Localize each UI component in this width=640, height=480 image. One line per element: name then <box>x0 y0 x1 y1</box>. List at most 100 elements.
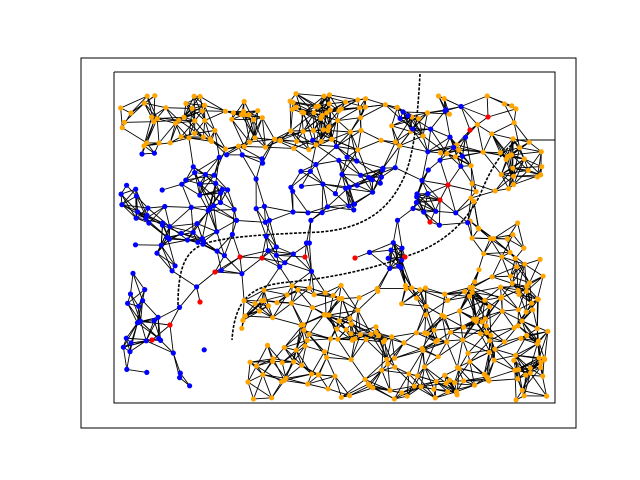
graph-edge <box>511 263 526 284</box>
orange-node <box>414 295 420 301</box>
blue-node <box>225 187 231 193</box>
blue-node <box>298 168 304 174</box>
red-node <box>352 255 358 261</box>
blue-node <box>219 186 225 192</box>
graph-edge <box>199 183 211 209</box>
orange-node <box>517 145 523 151</box>
graph-edge <box>517 264 526 291</box>
graph-edge <box>297 289 314 308</box>
orange-node <box>473 189 479 195</box>
graph-edge <box>501 296 519 310</box>
graph-edge <box>513 175 538 178</box>
blue-node <box>428 126 434 132</box>
orange-node <box>327 107 333 113</box>
graph-edge <box>511 154 529 171</box>
graph-edge <box>322 183 336 194</box>
blue-node <box>233 217 240 223</box>
graph-edge <box>391 107 398 126</box>
graph-edge <box>501 256 517 268</box>
graph-edge <box>356 160 384 169</box>
orange-node <box>457 308 463 314</box>
graph-edge <box>199 188 223 196</box>
orange-node <box>384 356 390 362</box>
graph-edge <box>381 341 384 371</box>
orange-node <box>149 114 155 120</box>
graph-edge <box>285 373 312 379</box>
graph-edge <box>350 339 367 360</box>
graph-edge <box>500 174 509 189</box>
graph-edge <box>393 373 410 400</box>
graph-edge <box>196 223 217 233</box>
graph-edge <box>219 145 239 158</box>
graph-edge <box>263 285 293 291</box>
graph-edge <box>463 326 487 333</box>
graph-edge <box>399 135 424 147</box>
orange-node <box>534 174 541 180</box>
graph-edge <box>422 112 428 136</box>
graph-edge <box>422 350 426 367</box>
orange-node <box>380 339 387 345</box>
graph-edge <box>444 316 464 328</box>
orange-node <box>374 286 380 292</box>
graph-edge <box>456 339 464 368</box>
graph-edge <box>494 175 514 192</box>
graph-edge <box>391 125 411 132</box>
orange-node <box>293 347 299 353</box>
graph-edge <box>201 210 209 239</box>
red-node <box>167 322 173 328</box>
graph-edge <box>515 343 538 356</box>
graph-edge <box>188 108 193 138</box>
orange-node <box>382 102 388 108</box>
blue-node <box>167 224 173 230</box>
graph-edge <box>421 179 449 186</box>
graph-edge <box>151 324 171 341</box>
orange-node <box>355 307 361 313</box>
graph-edge <box>338 160 361 176</box>
blue-node <box>396 263 402 269</box>
graph-edge <box>526 275 544 292</box>
graph-edge <box>175 122 190 139</box>
graph-edge <box>306 242 312 272</box>
blue-node <box>333 143 339 150</box>
graph-edge <box>491 122 515 135</box>
orange-node <box>446 111 452 117</box>
orange-node <box>482 316 488 322</box>
graph-edge <box>215 157 220 184</box>
orange-node <box>521 245 527 251</box>
orange-node <box>250 117 257 123</box>
orange-node <box>163 105 169 111</box>
graph-edge <box>515 258 530 284</box>
graph-edge <box>482 133 493 153</box>
orange-node <box>524 283 530 289</box>
orange-node <box>509 280 515 286</box>
blue-node <box>145 205 151 211</box>
graph-edge <box>231 101 245 120</box>
orange-node <box>486 304 493 310</box>
orange-node <box>538 359 544 366</box>
orange-node <box>454 392 460 398</box>
graph-edge <box>247 381 272 399</box>
orange-node <box>176 117 182 123</box>
graph-edge <box>242 154 263 164</box>
graph-edge <box>481 300 486 322</box>
graph-edge <box>491 133 501 153</box>
blue-node <box>288 184 294 190</box>
orange-node <box>362 376 368 382</box>
graph-edge <box>444 293 470 297</box>
graph-edge <box>395 167 423 181</box>
orange-node <box>315 103 321 109</box>
orange-node <box>401 340 407 346</box>
blue-node <box>290 209 296 215</box>
orange-node <box>256 308 263 314</box>
graph-edge <box>469 296 478 320</box>
blue-node <box>151 150 157 156</box>
graph-edge <box>406 373 410 397</box>
graph-edge <box>462 325 487 341</box>
graph-edge <box>326 338 332 358</box>
orange-node <box>277 138 284 144</box>
graph-edge <box>462 151 484 157</box>
graph-edge <box>489 238 503 258</box>
orange-node <box>460 337 466 343</box>
graph-edge <box>430 128 451 138</box>
graph-edge <box>267 250 294 255</box>
